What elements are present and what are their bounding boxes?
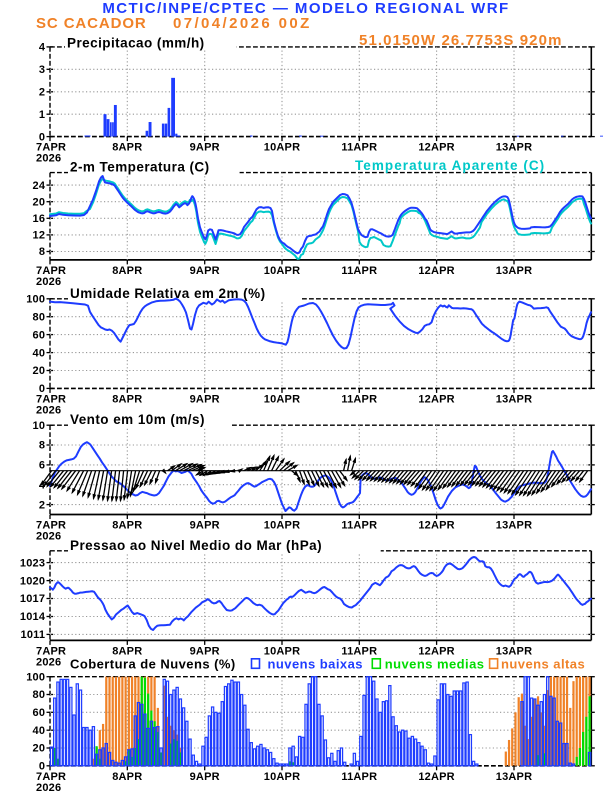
svg-text:12APR: 12APR	[418, 771, 454, 783]
svg-text:6: 6	[39, 460, 45, 472]
svg-text:9APR: 9APR	[190, 265, 220, 277]
svg-text:13APR: 13APR	[496, 265, 532, 277]
svg-text:2026: 2026	[36, 531, 61, 543]
svg-text:3: 3	[39, 64, 45, 76]
svg-text:10APR: 10APR	[264, 645, 300, 657]
svg-text:Cobertura de Nuvens (%): Cobertura de Nuvens (%)	[70, 657, 236, 672]
svg-text:13APR: 13APR	[496, 645, 532, 657]
svg-text:7APR: 7APR	[36, 645, 66, 657]
svg-text:9APR: 9APR	[190, 142, 220, 154]
svg-text:8APR: 8APR	[112, 645, 142, 657]
svg-text:20: 20	[33, 743, 46, 755]
svg-text:Precipitacao (mm/h): Precipitacao (mm/h)	[67, 36, 205, 51]
svg-text:9APR: 9APR	[190, 520, 220, 532]
svg-text:13APR: 13APR	[496, 771, 532, 783]
svg-text:40: 40	[33, 347, 46, 359]
svg-text:0: 0	[39, 131, 45, 143]
svg-text:1020: 1020	[20, 575, 45, 587]
svg-text:12APR: 12APR	[418, 520, 454, 532]
svg-text:100: 100	[26, 671, 45, 683]
svg-text:11APR: 11APR	[341, 771, 377, 783]
svg-text:Vento em 10m (m/s): Vento em 10m (m/s)	[70, 412, 205, 427]
svg-text:40: 40	[33, 725, 46, 737]
svg-text:SC CACADOR: SC CACADOR	[36, 15, 147, 32]
svg-text:8: 8	[39, 440, 45, 452]
svg-text:1: 1	[39, 109, 45, 121]
svg-text:80: 80	[33, 311, 46, 323]
svg-text:60: 60	[33, 707, 46, 719]
svg-text:11APR: 11APR	[341, 142, 377, 154]
svg-text:10APR: 10APR	[264, 265, 300, 277]
svg-text:MCTIC/INPE/CPTEC — MODELO REGI: MCTIC/INPE/CPTEC — MODELO REGIONAL WRF	[102, 0, 509, 17]
svg-text:10APR: 10APR	[264, 771, 300, 783]
svg-text:12APR: 12APR	[418, 265, 454, 277]
svg-text:0: 0	[39, 761, 45, 773]
svg-text:nuvens baixas: nuvens baixas	[268, 657, 363, 672]
svg-text:7APR: 7APR	[36, 393, 66, 405]
svg-text:9APR: 9APR	[190, 771, 220, 783]
svg-text:10APR: 10APR	[264, 142, 300, 154]
svg-text:2026: 2026	[36, 656, 61, 668]
svg-text:2: 2	[39, 87, 45, 99]
svg-text:8APR: 8APR	[112, 265, 142, 277]
svg-text:10: 10	[33, 420, 46, 432]
svg-text:10APR: 10APR	[264, 393, 300, 405]
svg-text:51.0150W 26.7753S 920m: 51.0150W 26.7753S 920m	[359, 32, 563, 49]
svg-text:7APR: 7APR	[36, 520, 66, 532]
svg-text:07/04/2026 00Z: 07/04/2026 00Z	[173, 15, 312, 32]
svg-text:1017: 1017	[20, 593, 45, 605]
svg-text:11APR: 11APR	[341, 520, 377, 532]
svg-text:Pressao ao Nivel Medio do Mar: Pressao ao Nivel Medio do Mar (hPa)	[70, 538, 322, 553]
svg-text:9APR: 9APR	[190, 645, 220, 657]
svg-text:nuvens medias: nuvens medias	[385, 657, 485, 672]
svg-text:12APR: 12APR	[418, 393, 454, 405]
svg-text:2-m Temperatura (C): 2-m Temperatura (C)	[70, 160, 210, 175]
svg-text:4: 4	[39, 479, 46, 491]
svg-text:2: 2	[39, 499, 45, 511]
svg-text:1014: 1014	[20, 611, 46, 623]
svg-text:16: 16	[33, 213, 46, 225]
svg-text:13APR: 13APR	[496, 142, 532, 154]
svg-text:20: 20	[33, 196, 46, 208]
svg-text:80: 80	[33, 689, 46, 701]
svg-text:1023: 1023	[20, 557, 45, 569]
svg-text:8APR: 8APR	[112, 393, 142, 405]
svg-text:2026: 2026	[36, 782, 61, 792]
svg-text:7APR: 7APR	[36, 142, 66, 154]
svg-text:12: 12	[33, 230, 46, 242]
svg-text:20: 20	[33, 365, 46, 377]
svg-text:11APR: 11APR	[341, 393, 377, 405]
svg-text:11APR: 11APR	[341, 645, 377, 657]
svg-text:9APR: 9APR	[190, 393, 220, 405]
svg-text:12APR: 12APR	[418, 645, 454, 657]
svg-text:24: 24	[33, 180, 46, 192]
svg-text:1011: 1011	[21, 629, 46, 641]
svg-text:2026: 2026	[36, 404, 61, 416]
svg-text:8APR: 8APR	[112, 142, 142, 154]
svg-text:2026: 2026	[36, 276, 61, 288]
svg-text:Temperatura Aparente (C): Temperatura Aparente (C)	[355, 158, 545, 173]
svg-text:2026: 2026	[36, 153, 61, 165]
svg-text:8APR: 8APR	[112, 520, 142, 532]
svg-text:60: 60	[33, 329, 46, 341]
svg-text:7APR: 7APR	[36, 265, 66, 277]
svg-text:7APR: 7APR	[36, 771, 66, 783]
svg-text:10APR: 10APR	[264, 520, 300, 532]
svg-text:nuvens altas: nuvens altas	[501, 657, 585, 672]
svg-text:100: 100	[26, 294, 45, 306]
svg-text:0: 0	[39, 383, 45, 395]
svg-text:11APR: 11APR	[341, 265, 377, 277]
svg-text:8APR: 8APR	[112, 771, 142, 783]
svg-text:13APR: 13APR	[496, 393, 532, 405]
svg-text:13APR: 13APR	[496, 520, 532, 532]
svg-text:4: 4	[39, 42, 46, 54]
svg-text:12APR: 12APR	[418, 142, 454, 154]
svg-text:Umidade Relativa em 2m (%): Umidade Relativa em 2m (%)	[70, 286, 266, 301]
svg-text:8: 8	[39, 246, 45, 258]
